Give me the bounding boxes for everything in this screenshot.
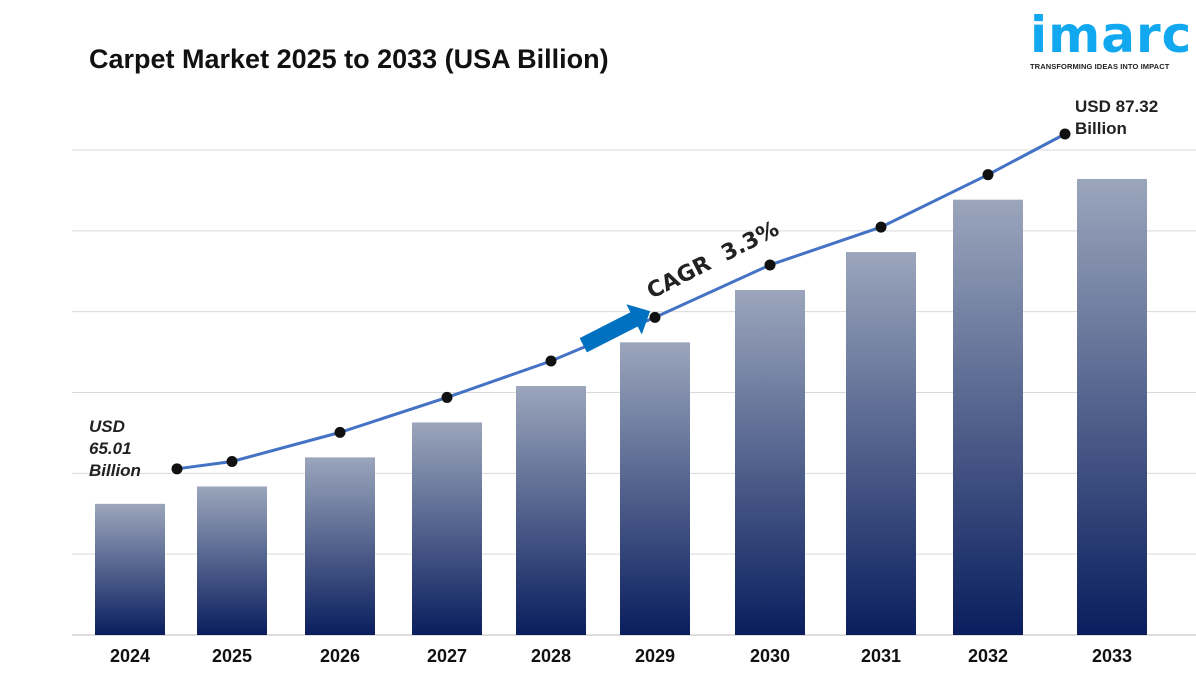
end-label-line: Billion bbox=[1075, 119, 1127, 138]
bar-2027 bbox=[412, 422, 482, 635]
cagr-arrow-icon bbox=[579, 304, 651, 353]
start-value-label: USD 65.01 Billion bbox=[89, 416, 141, 482]
x-tick-label: 2025 bbox=[212, 646, 252, 666]
start-label-line: 65.01 bbox=[89, 439, 132, 458]
trend-point bbox=[1059, 128, 1071, 140]
x-tick-label: 2030 bbox=[750, 646, 790, 666]
bar-2031 bbox=[846, 252, 916, 635]
x-tick-label: 2028 bbox=[531, 646, 571, 666]
x-tick-label: 2024 bbox=[110, 646, 150, 666]
trend-point bbox=[649, 311, 661, 323]
x-tick-label: 2031 bbox=[861, 646, 901, 666]
start-label-line: Billion bbox=[89, 461, 141, 480]
logo-tagline: TRANSFORMING IDEAS INTO IMPACT bbox=[1030, 62, 1170, 71]
bar-2033 bbox=[1077, 179, 1147, 635]
bar-2032 bbox=[953, 199, 1023, 636]
trend-point bbox=[545, 355, 557, 367]
trend-point bbox=[226, 455, 238, 467]
trend-point bbox=[334, 426, 346, 438]
x-tick-label: 2029 bbox=[635, 646, 675, 666]
trend-point bbox=[171, 463, 183, 475]
x-tick-label: 2033 bbox=[1092, 646, 1132, 666]
x-tick-label: 2027 bbox=[427, 646, 467, 666]
chart-title: Carpet Market 2025 to 2033 (USA Billion) bbox=[89, 44, 609, 74]
trend-point bbox=[764, 259, 776, 271]
end-value-label: USD 87.32 Billion bbox=[1075, 96, 1158, 140]
end-label-line: USD 87.32 bbox=[1075, 97, 1159, 116]
start-label-line: USD bbox=[89, 417, 125, 436]
bar-2030 bbox=[735, 289, 805, 635]
bar-2024 bbox=[95, 503, 165, 635]
bar-2025 bbox=[197, 486, 267, 635]
logo-word: imarc bbox=[1030, 6, 1193, 64]
bar-2026 bbox=[305, 457, 375, 635]
bar-2029 bbox=[620, 342, 690, 635]
imarc-logo: imarc TRANSFORMING IDEAS INTO IMPACT bbox=[1030, 6, 1193, 71]
x-tick-label: 2032 bbox=[968, 646, 1008, 666]
trend-point bbox=[441, 391, 453, 403]
trend-point bbox=[982, 169, 994, 181]
trend-point bbox=[875, 221, 887, 233]
bar-2028 bbox=[516, 386, 586, 635]
x-tick-label: 2026 bbox=[320, 646, 360, 666]
